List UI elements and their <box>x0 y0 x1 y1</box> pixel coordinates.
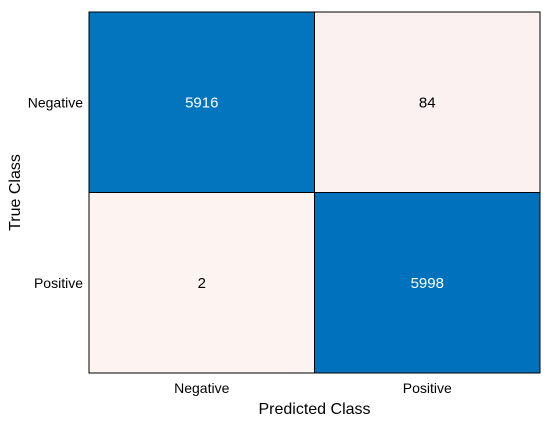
plot-frame <box>88 11 541 374</box>
x-tick-labels: Negative Positive <box>174 380 452 396</box>
y-tick-positive: Positive <box>34 275 83 291</box>
matrix-cell-positive-negative <box>88 192 315 374</box>
matrix-cell-positive-positive <box>314 192 541 374</box>
y-tick-negative: Negative <box>28 94 83 110</box>
x-axis-label: Predicted Class <box>258 401 370 418</box>
matrix-cells <box>88 11 541 374</box>
y-tick-labels: Negative Positive <box>28 94 83 291</box>
matrix-value-negative-negative: 5916 <box>185 94 218 111</box>
x-tick-positive: Positive <box>403 380 452 396</box>
matrix-cell-labels: 5916 84 2 5998 <box>185 94 444 292</box>
x-tick-negative: Negative <box>174 380 229 396</box>
matrix-value-positive-positive: 5998 <box>411 275 444 292</box>
matrix-value-negative-positive: 84 <box>419 94 436 111</box>
matrix-value-positive-negative: 2 <box>198 275 206 292</box>
matrix-cell-negative-negative <box>88 11 315 193</box>
matrix-cell-negative-positive <box>314 11 541 193</box>
y-axis-label: True Class <box>7 154 24 231</box>
